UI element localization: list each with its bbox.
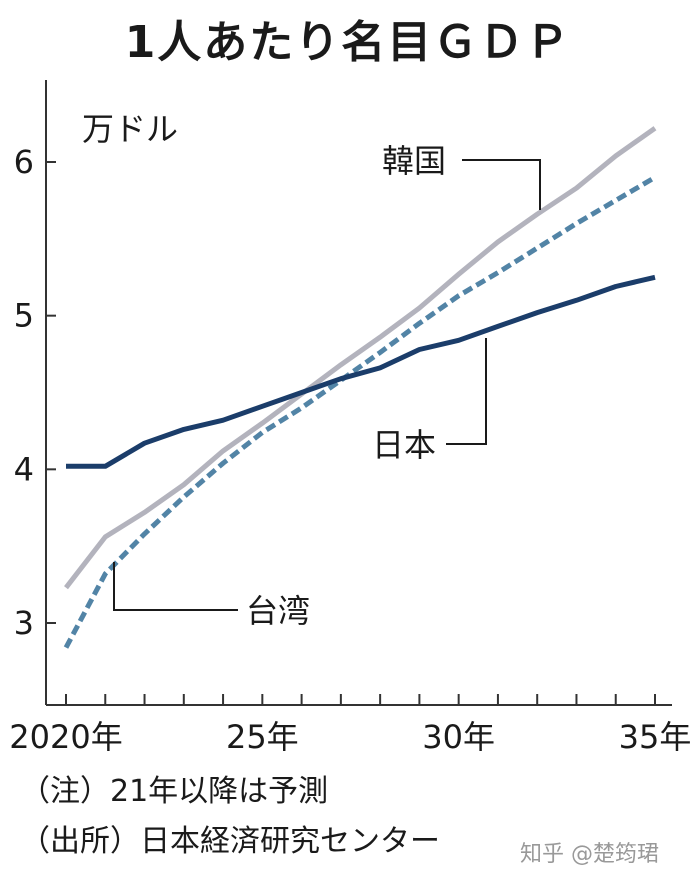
y-tick-label-6: 6: [14, 143, 34, 181]
y-tick-label-5: 5: [14, 297, 34, 335]
series-line-2: [63, 175, 657, 649]
y-tick-label-4: 4: [14, 450, 34, 488]
x-tick-label-2030: 30年: [422, 718, 495, 756]
x-tick-label-2025: 25年: [226, 718, 299, 756]
series-label-korea: 韓国: [382, 142, 446, 180]
y-tick-label-3: 3: [14, 604, 34, 642]
note-forecast: （注）21年以降は予測: [20, 774, 329, 809]
y-axis-unit: 万ドル: [82, 110, 178, 148]
series-line-1: [64, 126, 657, 590]
leader-taiwan: [113, 562, 238, 611]
series-line-0: [66, 274, 656, 469]
x-tick-label-2035: 35年: [619, 718, 692, 756]
x-tick-label-2020: 2020年: [9, 718, 122, 756]
note-source: （出所）日本経済研究センター: [20, 824, 440, 859]
leader-korea: [462, 159, 541, 210]
watermark: 知乎 @楚筠珺: [520, 842, 659, 867]
chart-title: 1人あたり名目ＧＤＰ: [124, 17, 572, 68]
series-label-japan: 日本: [372, 426, 436, 464]
leader-japan: [446, 338, 487, 445]
series-label-taiwan: 台湾: [246, 592, 310, 630]
